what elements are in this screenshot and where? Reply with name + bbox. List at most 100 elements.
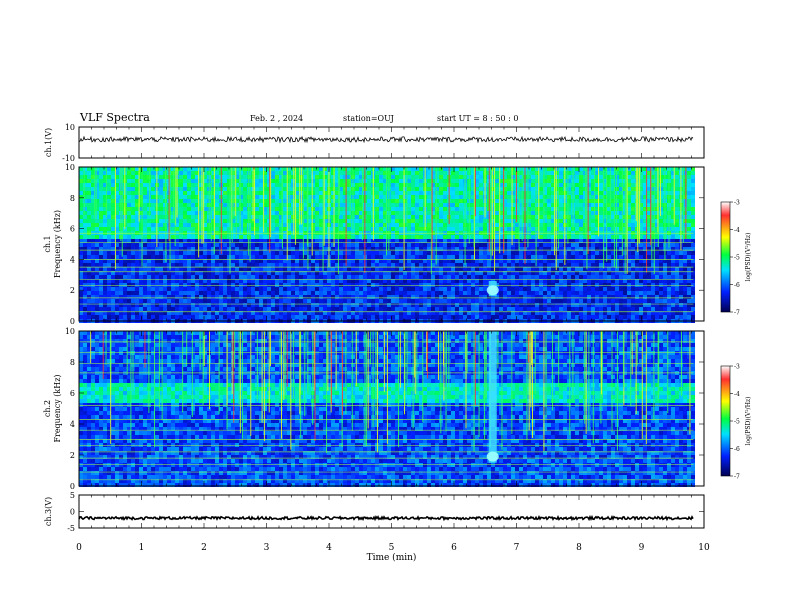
spectrogram-cell bbox=[371, 255, 375, 259]
spectrogram-cell bbox=[367, 311, 371, 315]
spectrogram-cell bbox=[291, 239, 295, 243]
spectrogram-cell bbox=[227, 295, 231, 299]
spectrogram-cell bbox=[427, 243, 431, 247]
spectrogram-cell bbox=[323, 291, 327, 295]
spectrogram-cell bbox=[127, 255, 131, 259]
spectrogram-cell bbox=[383, 199, 387, 203]
spectrogram-cell bbox=[515, 295, 519, 299]
spectrogram-cell bbox=[239, 287, 243, 291]
spectrogram-cell bbox=[255, 167, 259, 171]
spectrogram-cell bbox=[471, 295, 475, 299]
spectrogram-cell bbox=[79, 247, 83, 251]
spectrogram-cell bbox=[539, 311, 543, 315]
spectrogram-cell bbox=[115, 183, 119, 187]
spectrogram-cell bbox=[255, 191, 259, 195]
spectrogram-cell bbox=[159, 235, 163, 239]
spectrogram-cell bbox=[463, 263, 467, 267]
spectrogram-cell bbox=[235, 211, 239, 215]
spectrogram-cell bbox=[479, 175, 483, 179]
spectrogram-cell bbox=[99, 295, 103, 299]
spectrogram-cell bbox=[355, 171, 359, 175]
spectrogram-cell bbox=[291, 215, 295, 219]
spectrogram-cell bbox=[279, 215, 283, 219]
spectrogram-cell bbox=[223, 259, 227, 263]
spectrogram-cell bbox=[403, 303, 407, 307]
spectrogram-cell bbox=[143, 279, 147, 283]
spectrogram-cell bbox=[187, 259, 191, 263]
spectrogram-cell bbox=[367, 215, 371, 219]
spectrogram-cell bbox=[243, 195, 247, 199]
spectrogram-cell bbox=[259, 195, 263, 199]
spectrogram-cell bbox=[187, 279, 191, 283]
spectrogram-cell bbox=[435, 291, 439, 295]
spectrogram-cell bbox=[295, 271, 299, 275]
spectrogram-cell bbox=[535, 167, 539, 171]
spectrogram-cell bbox=[279, 267, 283, 271]
spectrogram-cell bbox=[159, 219, 163, 223]
spectrogram-cell bbox=[211, 315, 215, 319]
spectrogram-cell bbox=[167, 279, 171, 283]
spectrogram-cell bbox=[411, 311, 415, 315]
spectrogram-cell bbox=[407, 175, 411, 179]
spectrogram-cell bbox=[111, 263, 115, 267]
spectrogram-cell bbox=[543, 271, 547, 275]
spectrogram-cell bbox=[451, 311, 455, 315]
spectrogram-cell bbox=[367, 247, 371, 251]
spectrogram-cell bbox=[571, 235, 575, 239]
spectrogram-cell bbox=[319, 295, 323, 299]
spectrogram-cell bbox=[347, 251, 351, 255]
spectrogram-cell bbox=[343, 255, 347, 259]
spectrogram-cell bbox=[287, 283, 291, 287]
spectrogram-cell bbox=[195, 191, 199, 195]
spectrogram-cell bbox=[587, 235, 591, 239]
spectrogram-cell bbox=[543, 219, 547, 223]
spectrogram-cell bbox=[427, 179, 431, 183]
spectrogram-cell bbox=[255, 239, 259, 243]
spectrogram-cell bbox=[351, 255, 355, 259]
spectrogram-cell bbox=[311, 275, 315, 279]
spectrogram-cell bbox=[243, 239, 247, 243]
spectrogram-cell bbox=[299, 315, 303, 319]
spectrogram-cell bbox=[239, 203, 243, 207]
spectrogram-cell bbox=[151, 287, 155, 291]
spectrogram-cell bbox=[431, 227, 435, 231]
spectrogram-cell bbox=[315, 227, 319, 231]
spectrogram-cell bbox=[299, 279, 303, 283]
spectrogram-cell bbox=[531, 271, 535, 275]
spectrogram-cell bbox=[167, 303, 171, 307]
spectrogram-cell bbox=[195, 251, 199, 255]
spectrogram-cell bbox=[311, 235, 315, 239]
spectrogram-cell bbox=[139, 223, 143, 227]
spectrogram-cell bbox=[331, 215, 335, 219]
spectrogram-cell bbox=[303, 223, 307, 227]
spectrogram-cell bbox=[375, 263, 379, 267]
spectrogram-cell bbox=[395, 303, 399, 307]
spectrogram-cell bbox=[219, 271, 223, 275]
spectrogram-cell bbox=[379, 243, 383, 247]
spectrogram-cell bbox=[171, 255, 175, 259]
spectrogram-cell bbox=[367, 287, 371, 291]
spectrogram-cell bbox=[439, 167, 443, 171]
spectrogram-cell bbox=[287, 239, 291, 243]
spectrogram-cell bbox=[147, 211, 151, 215]
spectrogram-cell bbox=[227, 227, 231, 231]
spectrogram-cell bbox=[231, 223, 235, 227]
spectrogram-cell bbox=[479, 251, 483, 255]
spectrogram-cell bbox=[379, 295, 383, 299]
spectrogram-cell bbox=[159, 199, 163, 203]
spectrogram-cell bbox=[275, 187, 279, 191]
spectrogram-cell bbox=[255, 311, 259, 315]
spectrogram-cell bbox=[195, 223, 199, 227]
spectrogram-cell bbox=[511, 291, 515, 295]
spectrogram-cell bbox=[535, 243, 539, 247]
spectrogram-cell bbox=[535, 171, 539, 175]
spectrogram-cell bbox=[231, 251, 235, 255]
spectrogram-cell bbox=[187, 295, 191, 299]
spectrogram-cell bbox=[567, 211, 571, 215]
spectrogram-cell bbox=[483, 311, 487, 315]
spectrogram-cell bbox=[435, 251, 439, 255]
spectrogram-cell bbox=[331, 307, 335, 311]
spectrogram-cell bbox=[527, 227, 531, 231]
spectrogram-cell bbox=[495, 203, 499, 207]
spectrogram-cell bbox=[459, 315, 463, 319]
